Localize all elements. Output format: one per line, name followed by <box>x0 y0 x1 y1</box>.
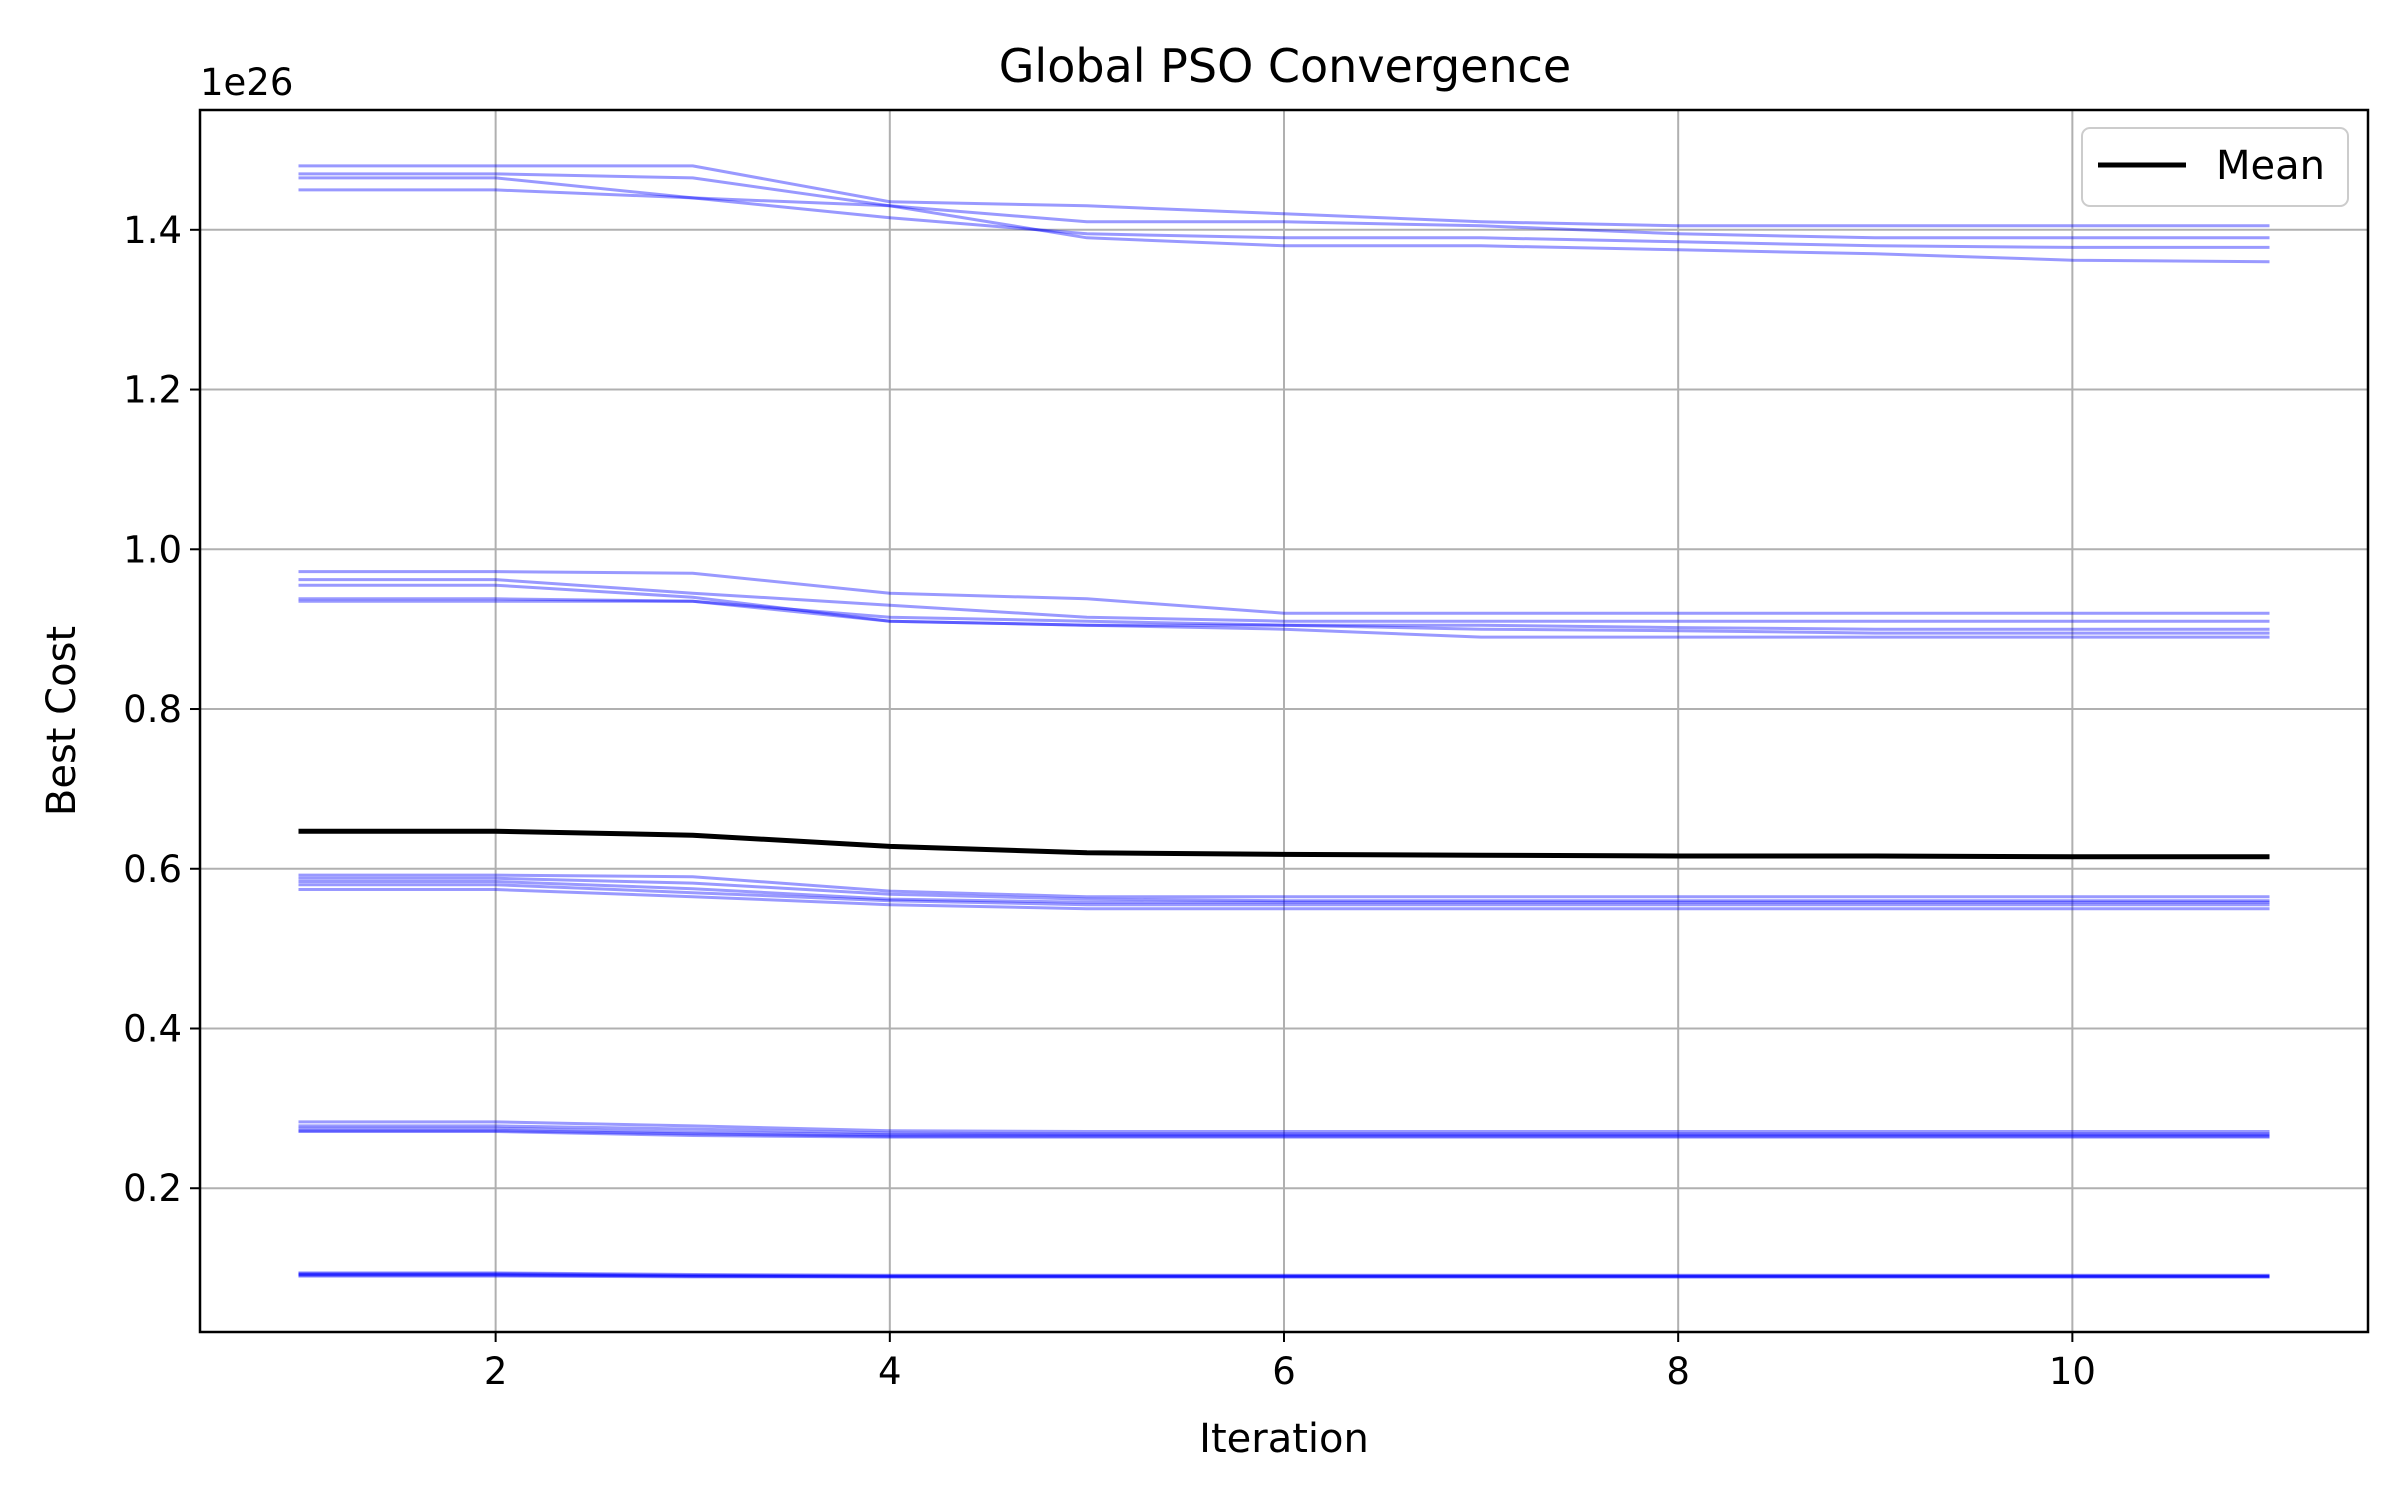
run-line <box>298 599 2270 639</box>
y-tick-label: 1.4 <box>123 209 182 252</box>
run-line <box>298 597 2270 635</box>
run-lines <box>298 164 2270 1279</box>
run-line <box>298 1273 2270 1279</box>
y-offset-label: 1e26 <box>200 61 293 104</box>
y-tick-label: 1.2 <box>123 369 182 412</box>
y-axis-label: Best Cost <box>39 626 85 816</box>
run-line <box>298 1271 2270 1277</box>
run-line <box>298 876 2270 903</box>
run-line <box>298 873 2270 899</box>
legend-box <box>2081 127 2349 207</box>
run-line <box>298 578 2270 623</box>
x-tick-label: 10 <box>2049 1350 2096 1393</box>
legend: Mean <box>2081 127 2349 207</box>
x-tick-label: 8 <box>1666 1350 1690 1393</box>
x-tick-label: 6 <box>1272 1350 1296 1393</box>
x-ticks: 2 4 6 8 10 <box>484 1332 2096 1393</box>
mean-line <box>298 828 2270 860</box>
y-tick-label: 0.4 <box>123 1007 182 1050</box>
run-line <box>298 888 2270 911</box>
y-tick-label: 1.0 <box>123 528 182 571</box>
y-ticks: 0.2 0.4 0.6 0.8 1.0 1.2 1.4 <box>123 209 200 1210</box>
run-line <box>298 188 2270 264</box>
run-line <box>298 583 2270 631</box>
run-line <box>298 176 2270 249</box>
run-line <box>298 880 2270 904</box>
run-line <box>298 1272 2270 1278</box>
y-tick-label: 0.6 <box>123 848 182 891</box>
legend-mean-label: Mean <box>2216 143 2325 189</box>
grid <box>200 110 2368 1332</box>
x-tick-label: 4 <box>878 1350 902 1393</box>
chart-title: Global PSO Convergence <box>999 39 1571 93</box>
run-line <box>298 164 2270 228</box>
x-axis-label: Iteration <box>1199 1416 1369 1462</box>
x-tick-label: 2 <box>484 1350 508 1393</box>
run-line <box>298 1129 2270 1138</box>
run-line <box>298 1120 2270 1133</box>
mean-line-group <box>298 828 2270 860</box>
run-line <box>298 1126 2270 1137</box>
run-line <box>298 1124 2270 1136</box>
y-tick-label: 0.2 <box>123 1167 182 1210</box>
run-line <box>298 1273 2270 1278</box>
y-tick-label: 0.8 <box>123 688 182 731</box>
run-line <box>298 883 2270 907</box>
run-line <box>298 1274 2270 1279</box>
run-line <box>298 172 2270 240</box>
run-line <box>298 1130 2270 1139</box>
run-line <box>298 570 2270 615</box>
